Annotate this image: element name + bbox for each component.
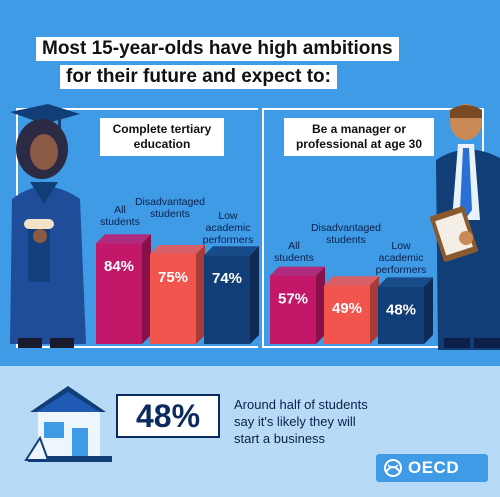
oecd-logo: OECD: [376, 454, 488, 482]
bar-value-label-tertiary-1: 75%: [158, 269, 188, 286]
left-panel-label: Complete tertiary education: [100, 118, 224, 156]
bar-tertiary-0: [96, 234, 151, 344]
right-cat2-line1: Disadvantaged: [310, 222, 382, 234]
stat-number: 48%: [116, 394, 220, 438]
left-cat1-line2: students: [100, 216, 140, 228]
bar-tertiary-1: [150, 245, 205, 344]
right-cat3-line3: performers: [375, 264, 427, 276]
right-panel-label: Be a manager or professional at age 30: [284, 118, 434, 156]
manager-illustration: [429, 104, 500, 350]
bar-value-label-manager-0: 57%: [278, 291, 308, 308]
caption-line-2: say it's likely they will: [234, 414, 356, 429]
bar-manager-0: [270, 266, 325, 344]
left-cat2-line2: students: [150, 208, 190, 220]
right-panel-label-line2: professional at age 30: [295, 137, 423, 151]
right-cat-disadvantaged: Disadvantaged students: [306, 222, 386, 246]
right-cat-low-performers: Low academic performers: [370, 240, 432, 276]
right-panel-label-line1: Be a manager or: [311, 122, 407, 136]
bar-value-label-manager-2: 48%: [386, 301, 416, 318]
left-cat3-line3: performers: [202, 234, 254, 246]
right-cat-all-students: All students: [272, 240, 316, 264]
right-cat2-line2: students: [326, 234, 366, 246]
left-cat2-line1: Disadvantaged: [134, 196, 206, 208]
right-cat3-line1: Low: [391, 240, 411, 252]
left-cat1-line1: All: [114, 204, 126, 216]
oecd-logo-icon: [384, 459, 402, 477]
title-line-2: for their future and expect to:: [60, 65, 337, 89]
graduate-illustration: [10, 104, 86, 348]
bar-value-label-tertiary-2: 74%: [212, 270, 242, 287]
left-cat3-line1: Low: [218, 210, 238, 222]
caption-line-1: Around half of students: [234, 397, 368, 412]
bar-charts: 84% 75% 74% 57% 49% 48%: [96, 234, 433, 344]
bar-manager-1: [324, 276, 379, 344]
right-cat3-line2: academic: [378, 252, 424, 264]
house-icon: [24, 386, 112, 462]
left-panel-label-line2: education: [133, 137, 191, 151]
right-cat1-line2: students: [274, 252, 314, 264]
left-panel-label-line1: Complete tertiary: [112, 122, 212, 136]
right-cat1-line1: All: [288, 240, 300, 252]
left-cat-low-performers: Low academic performers: [198, 210, 258, 246]
stat-caption: Around half of students say it's likely …: [234, 396, 474, 447]
oecd-logo-text: OECD: [408, 458, 460, 477]
bar-value-label-manager-1: 49%: [332, 300, 362, 317]
left-cat-disadvantaged: Disadvantaged students: [130, 196, 210, 220]
caption-line-3: start a business: [234, 431, 326, 446]
title-line-1: Most 15-year-olds have high ambitions: [36, 37, 399, 61]
left-cat3-line2: academic: [205, 222, 251, 234]
bar-tertiary-2: [204, 246, 259, 344]
left-cat-all-students: All students: [98, 204, 142, 228]
bar-value-label-tertiary-0: 84%: [104, 258, 134, 275]
bar-manager-2: [378, 277, 433, 344]
